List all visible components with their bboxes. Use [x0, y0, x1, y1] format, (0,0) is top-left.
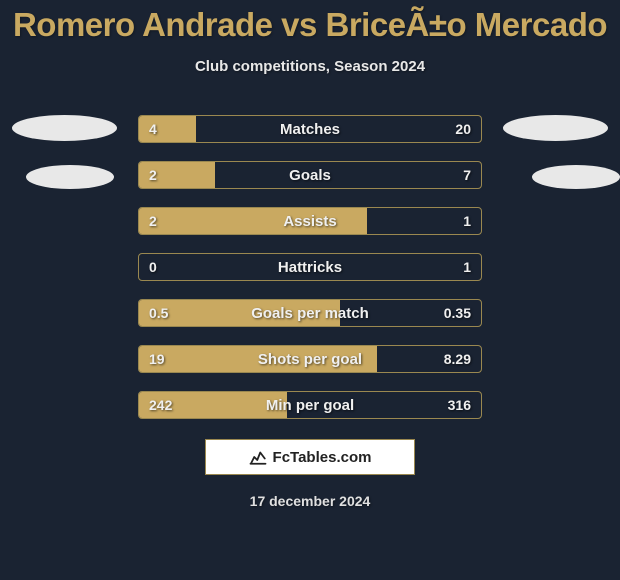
stat-label: Goals: [139, 162, 481, 188]
subtitle: Club competitions, Season 2024: [0, 58, 620, 75]
date-line: 17 december 2024: [0, 493, 620, 509]
stat-label: Assists: [139, 208, 481, 234]
stat-row: 4Matches20: [138, 115, 482, 143]
stat-value-right: 20: [455, 116, 471, 142]
stat-value-right: 1: [463, 254, 471, 280]
stat-value-right: 0.35: [444, 300, 471, 326]
stat-value-right: 7: [463, 162, 471, 188]
stat-label: Matches: [139, 116, 481, 142]
branding-badge: FcTables.com: [205, 439, 415, 475]
comparison-chart: 4Matches20 2Goals7 2Assists1 0Hattricks1 0.5…: [0, 115, 620, 419]
stat-row: 0.5Goals per match0.35: [138, 299, 482, 327]
stat-row: 0Hattricks1: [138, 253, 482, 281]
stat-label: Hattricks: [139, 254, 481, 280]
fctables-logo-icon: [249, 448, 267, 466]
stat-value-right: 1: [463, 208, 471, 234]
stat-row: 242Min per goal316: [138, 391, 482, 419]
stat-row: 19Shots per goal8.29: [138, 345, 482, 373]
branding-text: FcTables.com: [273, 449, 372, 466]
page-title: Romero Andrade vs BriceÃ±o Mercado: [0, 6, 620, 44]
stat-row: 2Goals7: [138, 161, 482, 189]
stat-value-right: 8.29: [444, 346, 471, 372]
stat-label: Shots per goal: [139, 346, 481, 372]
stat-value-right: 316: [448, 392, 471, 418]
stat-row: 2Assists1: [138, 207, 482, 235]
stat-label: Min per goal: [139, 392, 481, 418]
stat-label: Goals per match: [139, 300, 481, 326]
